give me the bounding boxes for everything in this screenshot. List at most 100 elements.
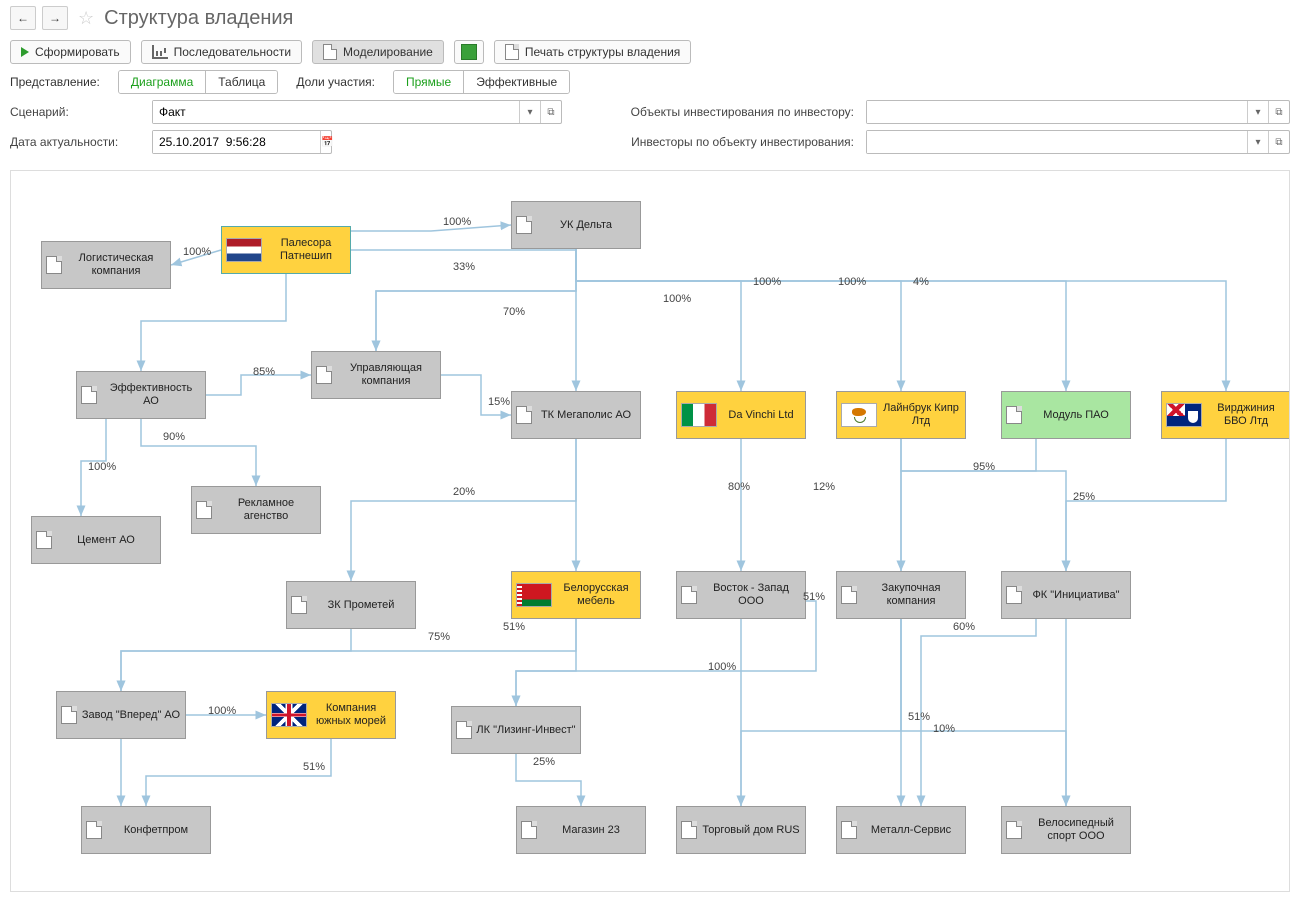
node-label: Торговый дом RUS (701, 824, 801, 837)
doc-icon (316, 366, 332, 384)
nav-back[interactable]: ← (10, 6, 36, 30)
dropdown-icon[interactable]: ▾ (519, 101, 540, 123)
node-n19[interactable]: Компания южных морей (266, 691, 396, 739)
doc-icon (841, 821, 857, 839)
doc-icon (36, 531, 52, 549)
node-n6[interactable]: ТК Мегаполис АО (511, 391, 641, 439)
doc-icon (86, 821, 102, 839)
open-icon[interactable]: ⧉ (1268, 101, 1289, 123)
doc-icon (521, 821, 537, 839)
byinvestor-input[interactable] (867, 101, 1247, 123)
edge-label: 100% (86, 461, 118, 473)
dropdown-icon[interactable]: ▾ (1247, 101, 1268, 123)
edge-label: 51% (906, 711, 932, 723)
share-toggle[interactable]: Прямые Эффективные (393, 70, 570, 94)
node-n7[interactable]: Da Vinchi Ltd (676, 391, 806, 439)
scenario-combo[interactable]: ▾ ⧉ (152, 100, 562, 124)
byinvestor-combo[interactable]: ▾ ⧉ (866, 100, 1290, 124)
doc-icon (1006, 406, 1022, 424)
edge-label: 25% (1071, 491, 1097, 503)
edge-label: 15% (486, 396, 512, 408)
node-n1[interactable]: Логистическая компания (41, 241, 171, 289)
byobject-combo[interactable]: ▾ ⧉ (866, 130, 1290, 154)
edge-label: 51% (501, 621, 527, 633)
node-label: УК Дельта (536, 219, 636, 232)
doc-icon (681, 821, 697, 839)
node-n14[interactable]: Белорусская мебель (511, 571, 641, 619)
node-label: Палесора Патнешип (266, 237, 346, 262)
node-n23[interactable]: Торговый дом RUS (676, 806, 806, 854)
node-n13[interactable]: ЗК Прометей (286, 581, 416, 629)
scenario-input[interactable] (153, 101, 519, 123)
edge-label: 100% (206, 705, 238, 717)
node-n16[interactable]: Закупочная компания (836, 571, 966, 619)
view-toggle[interactable]: Диаграмма Таблица (118, 70, 278, 94)
edge-label: 60% (951, 621, 977, 633)
doc-icon (196, 501, 212, 519)
share-direct[interactable]: Прямые (394, 71, 463, 93)
edge-label: 95% (971, 461, 997, 473)
node-label: Вирджиния БВО Лтд (1206, 402, 1286, 427)
node-n8[interactable]: Лайнбрук Кипр Лтд (836, 391, 966, 439)
node-label: Da Vinchi Ltd (721, 409, 801, 422)
node-n10[interactable]: Вирджиния БВО Лтд (1161, 391, 1290, 439)
node-label: ЗК Прометей (311, 599, 411, 612)
flag-icon (681, 403, 717, 427)
open-icon[interactable]: ⧉ (1268, 131, 1289, 153)
edge-label: 80% (726, 481, 752, 493)
view-diagram[interactable]: Диаграмма (119, 71, 205, 93)
edge-label: 33% (451, 261, 477, 273)
modeling-label: Моделирование (343, 45, 433, 59)
edge-label: 20% (451, 486, 477, 498)
doc-icon (46, 256, 62, 274)
edge-label: 25% (531, 756, 557, 768)
share-effective[interactable]: Эффективные (463, 71, 569, 93)
doc-icon (61, 706, 77, 724)
view-table[interactable]: Таблица (205, 71, 277, 93)
node-n9[interactable]: Модуль ПАО (1001, 391, 1131, 439)
byobject-input[interactable] (867, 131, 1247, 153)
doc-icon (1006, 821, 1022, 839)
node-n2[interactable]: Палесора Патнешип (221, 226, 351, 274)
node-label: Восток - Запад ООО (701, 582, 801, 607)
print-button[interactable]: Печать структуры владения (494, 40, 691, 64)
date-input[interactable] (153, 131, 320, 153)
node-n18[interactable]: Завод "Вперед" АО (56, 691, 186, 739)
generate-button[interactable]: Сформировать (10, 40, 131, 64)
date-combo[interactable]: 📅 (152, 130, 332, 154)
dropdown-icon[interactable]: ▾ (1247, 131, 1268, 153)
node-n21[interactable]: Конфетпром (81, 806, 211, 854)
diagram-canvas[interactable]: Логистическая компания Палесора Патнешип У… (10, 170, 1290, 892)
node-n11[interactable]: Цемент АО (31, 516, 161, 564)
node-n15[interactable]: Восток - Запад ООО (676, 571, 806, 619)
calendar-icon[interactable]: 📅 (320, 131, 333, 153)
node-n25[interactable]: Велосипедный спорт ООО (1001, 806, 1131, 854)
nav-forward[interactable]: → (42, 6, 68, 30)
doc-icon (681, 586, 697, 604)
node-n20[interactable]: ЛК "Лизинг-Инвест" (451, 706, 581, 754)
node-n12[interactable]: Рекламное агенство (191, 486, 321, 534)
modeling-button[interactable]: Моделирование (312, 40, 444, 64)
favorite-icon[interactable]: ☆ (78, 8, 94, 29)
edge-label: 100% (751, 276, 783, 288)
edge-label: 75% (426, 631, 452, 643)
node-n5[interactable]: Управляющая компания (311, 351, 441, 399)
node-label: ЛК "Лизинг-Инвест" (476, 724, 576, 737)
share-label: Доли участия: (296, 75, 375, 89)
green-button[interactable] (454, 40, 484, 64)
node-n22[interactable]: Магазин 23 (516, 806, 646, 854)
node-n24[interactable]: Металл-Сервис (836, 806, 966, 854)
view-label: Представление: (10, 75, 100, 89)
open-icon[interactable]: ⧉ (540, 101, 561, 123)
sequence-button[interactable]: Последовательности (141, 40, 302, 64)
node-n3[interactable]: УК Дельта (511, 201, 641, 249)
flag-icon (1166, 403, 1202, 427)
node-label: ФК "Инициатива" (1026, 589, 1126, 602)
edge-label: 12% (811, 481, 837, 493)
flag-icon (841, 403, 877, 427)
node-n17[interactable]: ФК "Инициатива" (1001, 571, 1131, 619)
node-n4[interactable]: Эффективность АО (76, 371, 206, 419)
node-label: Рекламное агенство (216, 497, 316, 522)
edge-label: 10% (931, 723, 957, 735)
doc-icon (841, 586, 857, 604)
